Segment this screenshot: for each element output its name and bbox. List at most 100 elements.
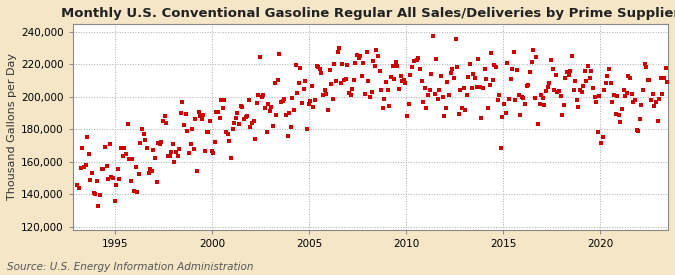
Point: [494, 93, 505, 97]
Point: [479, 66, 490, 71]
Point: [632, 129, 643, 133]
Point: [77, 145, 88, 150]
Point: [455, 88, 466, 92]
Point: [331, 79, 342, 83]
Point: [449, 75, 460, 80]
Point: [371, 48, 382, 53]
Point: [179, 123, 190, 127]
Point: [542, 85, 553, 89]
Point: [273, 78, 284, 82]
Point: [342, 63, 353, 67]
Point: [541, 89, 551, 93]
Point: [348, 77, 359, 82]
Point: [151, 180, 162, 184]
Point: [277, 99, 288, 103]
Point: [418, 99, 429, 104]
Point: [549, 88, 560, 93]
Point: [127, 157, 138, 161]
Point: [486, 51, 497, 56]
Point: [250, 137, 261, 141]
Point: [113, 167, 124, 171]
Point: [659, 76, 670, 81]
Point: [237, 105, 248, 109]
Point: [161, 120, 171, 125]
Point: [475, 85, 485, 90]
Point: [329, 61, 340, 66]
Point: [76, 166, 86, 171]
Point: [164, 154, 175, 158]
Point: [624, 75, 635, 80]
Point: [581, 79, 592, 84]
Point: [256, 95, 267, 100]
Point: [95, 192, 105, 197]
Point: [421, 106, 432, 111]
Point: [193, 110, 204, 114]
Point: [605, 81, 616, 85]
Point: [563, 73, 574, 78]
Point: [219, 98, 230, 103]
Point: [190, 117, 200, 121]
Point: [174, 147, 185, 151]
Point: [439, 114, 450, 118]
Point: [414, 67, 425, 71]
Point: [373, 54, 383, 59]
Point: [192, 169, 202, 173]
Point: [437, 95, 448, 99]
Point: [246, 120, 257, 125]
Point: [114, 177, 125, 181]
Point: [425, 88, 435, 92]
Point: [240, 115, 251, 119]
Point: [576, 89, 587, 94]
Point: [156, 140, 167, 144]
Point: [599, 88, 610, 92]
Point: [146, 169, 157, 173]
Point: [103, 177, 113, 181]
Point: [476, 116, 487, 120]
Point: [298, 87, 309, 92]
Point: [271, 113, 281, 118]
Point: [205, 118, 215, 123]
Point: [435, 74, 446, 78]
Point: [163, 154, 173, 158]
Point: [279, 97, 290, 101]
Point: [353, 56, 364, 60]
Point: [335, 81, 346, 85]
Point: [472, 57, 483, 62]
Point: [483, 106, 493, 110]
Point: [583, 64, 593, 68]
Point: [471, 84, 482, 89]
Point: [433, 97, 443, 101]
Point: [387, 64, 398, 68]
Point: [537, 96, 548, 100]
Point: [597, 134, 608, 139]
Point: [603, 67, 614, 72]
Point: [502, 60, 513, 65]
Point: [652, 119, 663, 123]
Point: [470, 76, 481, 80]
Point: [468, 72, 479, 76]
Point: [106, 174, 117, 179]
Point: [379, 97, 390, 101]
Point: [319, 87, 330, 92]
Y-axis label: Thousand Gallons per Day: Thousand Gallons per Day: [7, 53, 17, 200]
Point: [431, 57, 441, 62]
Point: [326, 81, 337, 86]
Point: [515, 113, 526, 117]
Point: [107, 175, 118, 180]
Point: [229, 121, 240, 125]
Point: [446, 71, 456, 75]
Point: [641, 65, 651, 70]
Point: [410, 8, 421, 12]
Point: [392, 64, 403, 68]
Point: [384, 103, 395, 108]
Point: [390, 60, 401, 64]
Point: [497, 115, 508, 120]
Point: [303, 102, 314, 107]
Point: [382, 88, 393, 92]
Point: [159, 114, 170, 118]
Point: [227, 127, 238, 131]
Point: [536, 93, 547, 98]
Point: [554, 89, 564, 93]
Point: [654, 97, 665, 101]
Point: [452, 65, 462, 69]
